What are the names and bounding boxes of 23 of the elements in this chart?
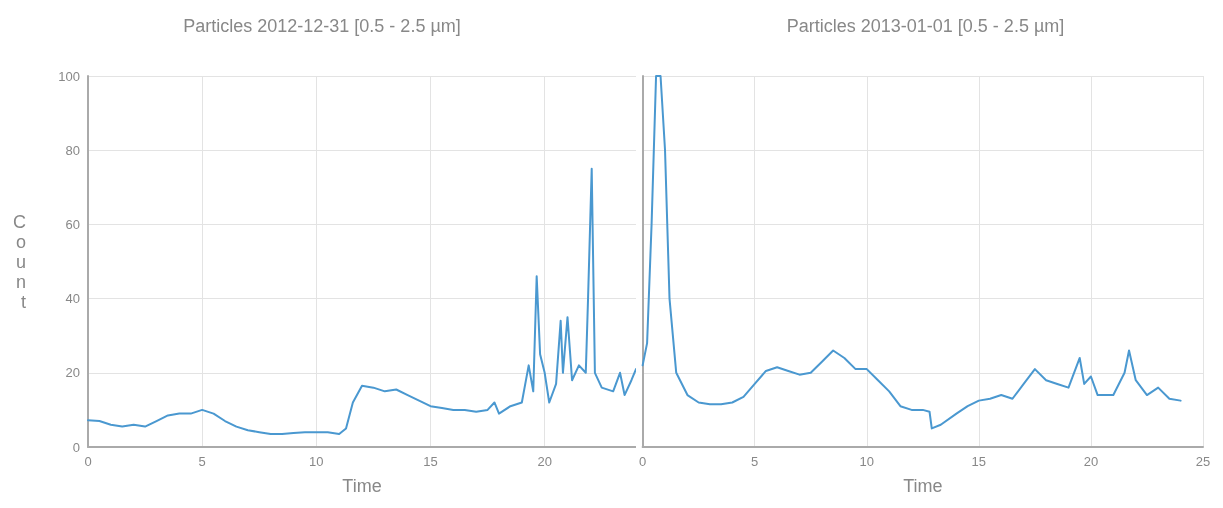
x-tick-label: 20: [537, 454, 552, 469]
y-tick-label: 100: [58, 68, 80, 84]
x-tick-label: 20: [1083, 454, 1099, 469]
x-tick-label: 25: [1195, 454, 1211, 469]
x-axis-title: Time: [342, 476, 382, 496]
y-tick-label: 40: [65, 291, 80, 307]
line-series: [87, 167, 636, 436]
y-tick-label: 0: [72, 439, 80, 455]
x-tick-label: 10: [309, 454, 324, 469]
x-tick-label: 5: [198, 454, 206, 469]
x-tick-label: 15: [971, 454, 987, 469]
x-tick-label: 5: [751, 454, 759, 469]
x-tick-label: 15: [423, 454, 438, 469]
x-axis-title: Time: [903, 476, 943, 496]
y-tick-label: 60: [65, 216, 80, 232]
y-tick-label: 80: [65, 142, 80, 158]
y-axis-title: Count: [13, 211, 26, 312]
chart-title: Particles 2013-01-01 [0.5 - 2.5 µm]: [786, 16, 1065, 36]
y-tick-label: 20: [65, 365, 80, 381]
x-tick-label: 10: [859, 454, 874, 469]
x-tick-label: 0: [639, 454, 647, 469]
x-tick-label: 0: [84, 454, 92, 469]
chart-title: Particles 2012-12-31 [0.5 - 2.5 µm]: [183, 16, 461, 36]
